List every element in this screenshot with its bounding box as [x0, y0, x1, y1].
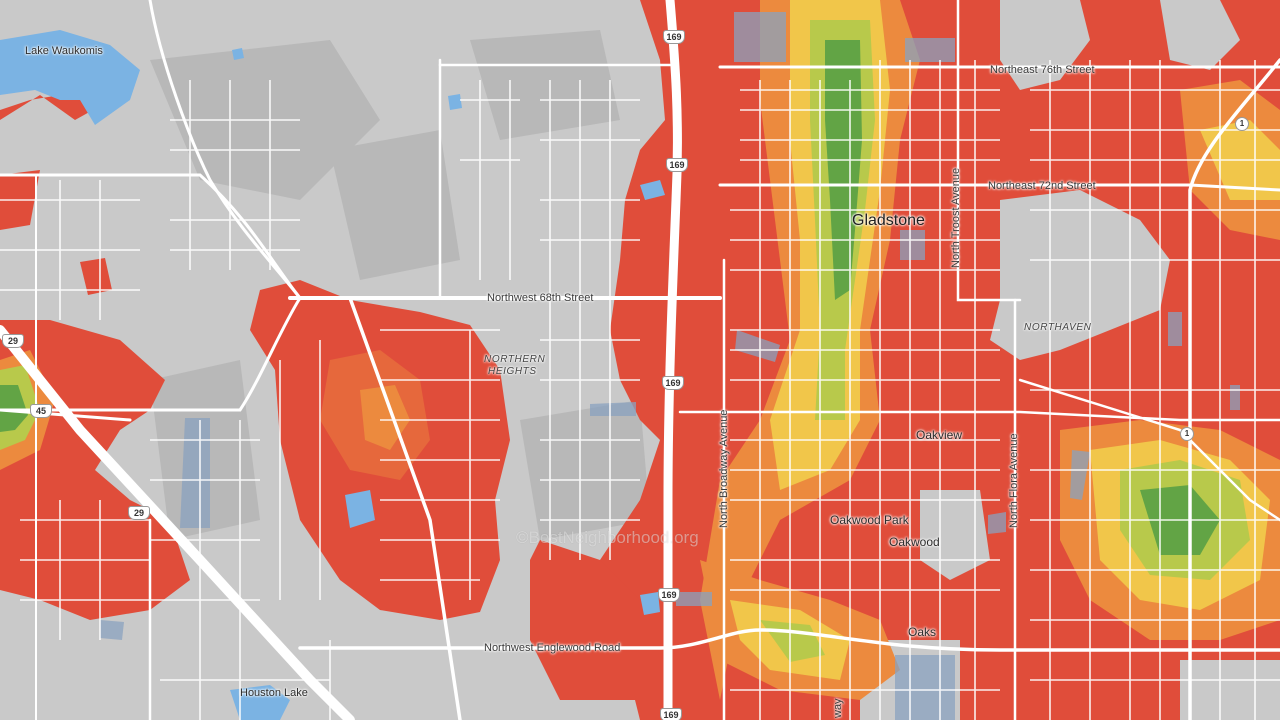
watermark: ©BestNeighborhood.org	[516, 528, 699, 547]
n-flora-avenue-label: North Flora Avenue	[1008, 433, 1020, 528]
northern-heights-label-line2[interactable]: HEIGHTS	[488, 366, 537, 377]
us-169-shield: 169	[663, 30, 685, 44]
water-features	[0, 30, 665, 720]
ne-76th-street-label: Northeast 76th Street	[990, 64, 1095, 76]
oaks-label[interactable]: Oaks	[908, 625, 937, 639]
nw-englewood-road-label: Northwest Englewood Road	[484, 642, 621, 654]
n-broadway-avenue-label: North Broadway Avenue	[718, 409, 730, 528]
i-29-shield: 29	[128, 506, 150, 520]
route-45-shield: 45	[30, 404, 52, 418]
road-fragment-label: way	[832, 698, 844, 718]
us-169-shield: 169	[658, 588, 680, 602]
houston-lake-label: Houston Lake	[240, 687, 308, 699]
us-169-shield: 169	[666, 158, 688, 172]
gladstone-label[interactable]: Gladstone	[852, 212, 925, 229]
nw-68th-street-label: Northwest 68th Street	[487, 292, 594, 304]
oakwood-label[interactable]: Oakwood	[889, 535, 940, 549]
i-29-shield: 29	[2, 334, 24, 348]
us-169-shield: 169	[660, 708, 682, 720]
n-troost-avenue-label: North Troost Avenue	[950, 167, 962, 268]
northaven-label[interactable]: NORTHAVEN	[1024, 322, 1092, 333]
oakwood-park-label[interactable]: Oakwood Park	[830, 513, 909, 527]
northern-heights-label-line1[interactable]: NORTHERN	[484, 354, 546, 365]
route-1-shield: 1	[1235, 117, 1249, 131]
us-169-shield: 169	[662, 376, 684, 390]
route-1-shield: 1	[1180, 427, 1194, 441]
oakview-label[interactable]: Oakview	[916, 428, 963, 442]
ne-72nd-street-label: Northeast 72nd Street	[988, 180, 1096, 192]
lake-waukomis-label: Lake Waukomis	[25, 45, 103, 57]
